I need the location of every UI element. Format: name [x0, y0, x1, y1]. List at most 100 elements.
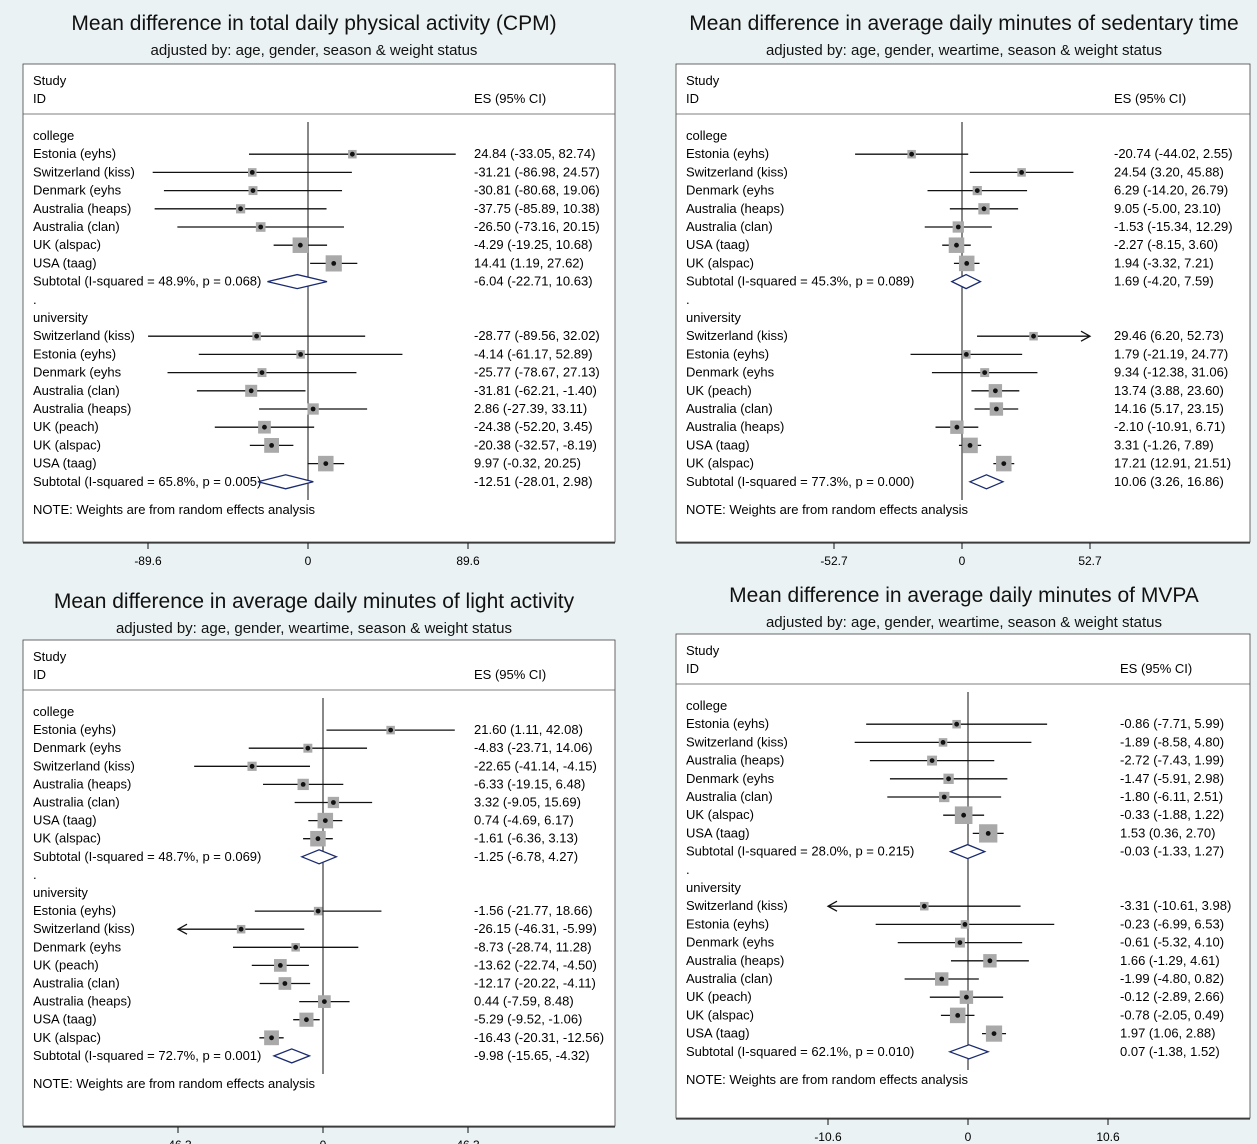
- study-es: -1.80 (-6.11, 2.51): [1120, 789, 1223, 804]
- study-label: USA (taag): [33, 813, 97, 828]
- point-estimate: [940, 740, 946, 745]
- study-label: Australia (heaps): [33, 994, 131, 1009]
- study-label: UK (peach): [686, 383, 752, 398]
- point-estimate: [323, 461, 329, 466]
- study-label: Estonia (eyhs): [686, 146, 769, 161]
- study-es: -2.27 (-8.15, 3.60): [1114, 237, 1218, 252]
- point-estimate: [269, 1035, 274, 1041]
- study-label: Denmark (eyhs: [686, 183, 775, 198]
- study-es: -0.23 (-6.99, 6.53): [1120, 916, 1224, 931]
- study-es: -26.15 (-46.31, -5.99): [474, 921, 597, 936]
- study-es: -2.10 (-10.91, 6.71): [1114, 419, 1225, 434]
- study-es: -4.29 (-19.25, 10.68): [474, 237, 593, 252]
- study-label: Switzerland (kiss): [33, 758, 135, 773]
- point-estimate: [963, 352, 969, 357]
- header-study: Study: [33, 649, 67, 664]
- study-es: -0.33 (-1.88, 1.22): [1120, 807, 1224, 822]
- subtotal-diamond: [257, 474, 314, 490]
- group-separator: .: [33, 292, 37, 307]
- panel-title: Mean difference in average daily minutes…: [729, 584, 1199, 607]
- panel-title: Mean difference in total daily physical …: [71, 12, 557, 35]
- study-label: Switzerland (kiss): [33, 164, 135, 179]
- subtotal-label: Subtotal (I-squared = 72.7%, p = 0.001): [33, 1048, 261, 1063]
- point-estimate: [957, 940, 963, 945]
- header-study: Study: [686, 73, 720, 88]
- point-estimate: [330, 800, 336, 805]
- x-tick-label: -10.6: [814, 1130, 842, 1144]
- panel-title: Mean difference in average daily minutes…: [53, 590, 575, 613]
- note-text: NOTE: Weights are from random effects an…: [33, 502, 316, 517]
- note-text: NOTE: Weights are from random effects an…: [686, 1072, 969, 1087]
- study-label: UK (peach): [686, 989, 752, 1004]
- study-es: -0.12 (-2.89, 2.66): [1120, 989, 1224, 1004]
- study-es: -1.53 (-15.34, 12.29): [1114, 219, 1233, 234]
- study-label: Australia (clan): [33, 976, 120, 991]
- subgroup-label: university: [686, 310, 741, 325]
- study-label: Denmark (eyhs: [686, 365, 775, 380]
- point-estimate: [991, 1031, 997, 1036]
- study-es: -0.86 (-7.71, 5.99): [1120, 716, 1224, 731]
- point-estimate: [955, 1013, 961, 1018]
- study-label: Denmark (eyhs: [33, 939, 122, 954]
- subtotal-label: Subtotal (I-squared = 45.3%, p = 0.089): [686, 274, 914, 289]
- study-es: 2.86 (-27.39, 33.11): [474, 401, 587, 416]
- study-es: 29.46 (6.20, 52.73): [1114, 328, 1224, 343]
- subtotal-label: Subtotal (I-squared = 77.3%, p = 0.000): [686, 474, 914, 489]
- group-separator: .: [686, 862, 690, 877]
- point-estimate: [964, 994, 969, 1000]
- point-estimate: [993, 406, 999, 412]
- study-label: UK (alspac): [33, 1030, 101, 1045]
- subgroup-label: college: [686, 128, 727, 143]
- study-es: -5.29 (-9.52, -1.06): [474, 1012, 582, 1027]
- point-estimate: [974, 188, 980, 194]
- study-label: UK (alspac): [686, 1007, 754, 1022]
- plot-frame: [675, 633, 1251, 1119]
- study-es: 24.54 (3.20, 45.88): [1114, 164, 1224, 179]
- study-label: Australia (heaps): [686, 419, 784, 434]
- study-label: Switzerland (kiss): [33, 328, 135, 343]
- header-id: ID: [686, 661, 699, 676]
- subtotal-es: -9.98 (-15.65, -4.32): [474, 1048, 590, 1063]
- point-estimate: [249, 170, 255, 175]
- study-label: USA (taag): [686, 437, 750, 452]
- plot-frame: [675, 63, 1251, 543]
- study-label: Australia (clan): [686, 219, 773, 234]
- study-es: -0.61 (-5.32, 4.10): [1120, 935, 1224, 950]
- study-label: Switzerland (kiss): [686, 734, 788, 749]
- subtotal-label: Subtotal (I-squared = 28.0%, p = 0.215): [686, 844, 914, 859]
- study-label: Australia (heaps): [686, 953, 784, 968]
- study-es: 24.84 (-33.05, 82.74): [474, 146, 595, 161]
- study-label: UK (peach): [33, 957, 99, 972]
- study-es: -31.81 (-62.21, -1.40): [474, 383, 597, 398]
- study-label: Denmark (eyhs: [686, 771, 775, 786]
- study-es: -16.43 (-20.31, -12.56): [474, 1030, 604, 1045]
- subtotal-label: Subtotal (I-squared = 48.9%, p = 0.068): [33, 274, 261, 289]
- group-separator: .: [686, 292, 690, 307]
- x-tick-label: 0: [320, 1138, 327, 1144]
- point-estimate: [982, 370, 988, 375]
- study-es: -20.38 (-32.57, -8.19): [474, 437, 597, 452]
- ci-arrow-right: [1080, 330, 1092, 342]
- point-estimate: [310, 406, 316, 412]
- study-es: -24.38 (-52.20, 3.45): [474, 419, 593, 434]
- x-tick-label: 89.6: [456, 554, 480, 568]
- study-label: USA (taag): [686, 1026, 750, 1041]
- study-label: Australia (clan): [33, 795, 120, 810]
- study-es: 3.32 (-9.05, 15.69): [474, 795, 581, 810]
- point-estimate: [349, 151, 355, 157]
- note-text: NOTE: Weights are from random effects an…: [686, 502, 969, 517]
- header-study: Study: [33, 73, 67, 88]
- point-estimate: [262, 424, 267, 430]
- subtotal-diamond: [948, 843, 987, 860]
- panel-subtitle: adjusted by: age, gender, weartime, seas…: [115, 620, 513, 637]
- subtotal-diamond: [947, 1044, 990, 1060]
- point-estimate: [909, 151, 915, 157]
- x-tick-label: 0: [965, 1130, 972, 1144]
- header-id: ID: [33, 667, 46, 682]
- study-label: UK (alspac): [33, 237, 101, 252]
- study-label: USA (taag): [686, 237, 750, 252]
- point-estimate: [954, 242, 959, 248]
- study-label: Switzerland (kiss): [33, 921, 135, 936]
- study-label: Australia (clan): [686, 971, 773, 986]
- point-estimate: [277, 963, 283, 968]
